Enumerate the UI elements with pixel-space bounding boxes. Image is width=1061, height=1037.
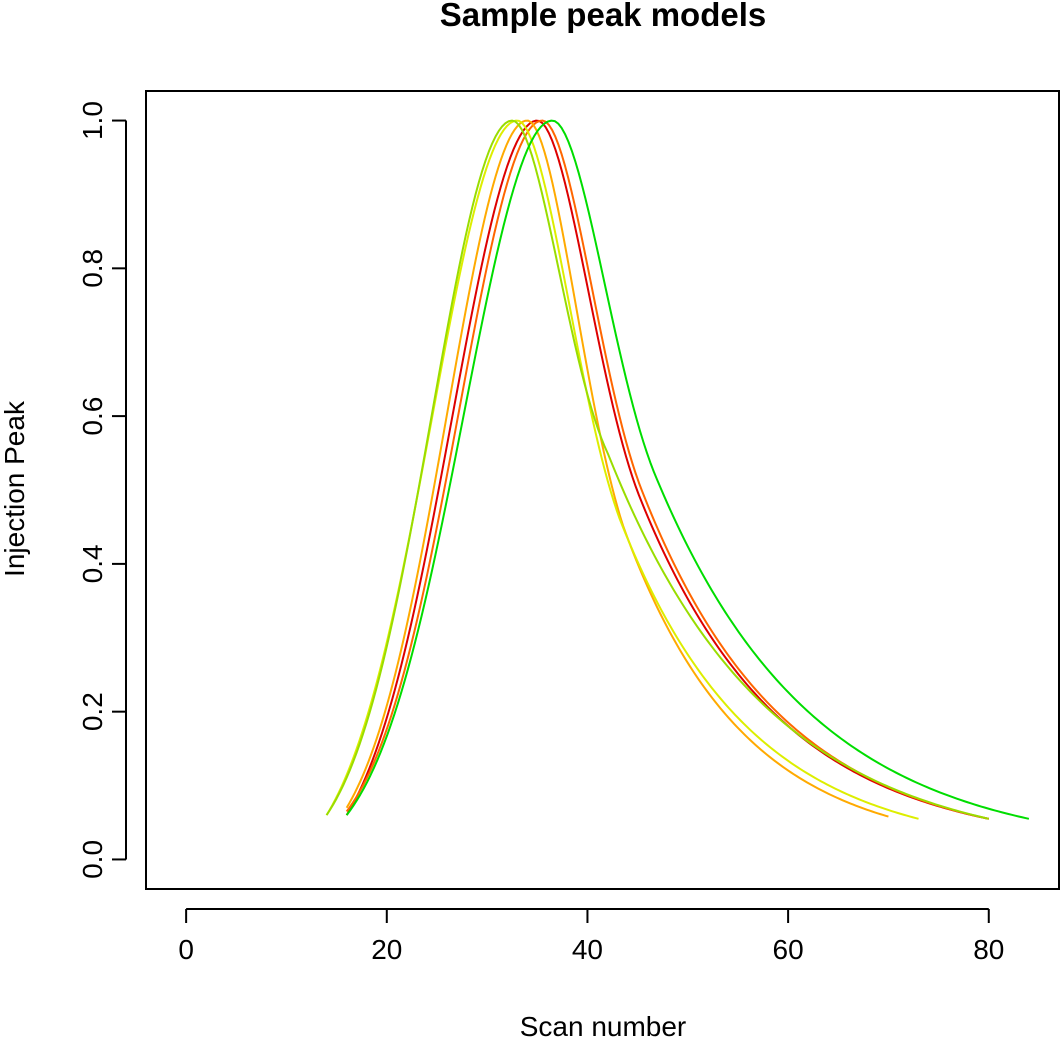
plot-frame bbox=[145, 90, 1060, 890]
x-axis-title: Scan number bbox=[520, 1011, 687, 1037]
x-tick-label: 60 bbox=[773, 934, 804, 965]
y-tick-label: 0.2 bbox=[77, 692, 108, 731]
series-line-4 bbox=[325, 119, 919, 820]
series-line-3 bbox=[345, 119, 889, 818]
y-tick-label: 0.0 bbox=[77, 840, 108, 879]
x-tick-label: 40 bbox=[572, 934, 603, 965]
series-line-1 bbox=[345, 119, 989, 820]
x-axis: 0 20 40 60 80 bbox=[178, 908, 1004, 965]
y-axis: 0.0 0.2 0.4 0.6 0.8 1.0 bbox=[77, 101, 127, 879]
x-tick-label: 0 bbox=[178, 934, 194, 965]
y-tick-label: 0.6 bbox=[77, 397, 108, 436]
series-line-5 bbox=[325, 119, 989, 820]
y-tick-label: 1.0 bbox=[77, 101, 108, 140]
y-tick-label: 0.8 bbox=[77, 249, 108, 288]
chart-title: Sample peak models bbox=[440, 0, 766, 33]
series-line-6 bbox=[345, 119, 1030, 820]
x-tick-label: 80 bbox=[973, 934, 1004, 965]
x-tick-label: 20 bbox=[371, 934, 402, 965]
y-axis-title: Injection Peak bbox=[0, 400, 30, 577]
series-layer bbox=[325, 119, 1030, 820]
y-tick-label: 0.4 bbox=[77, 544, 108, 583]
